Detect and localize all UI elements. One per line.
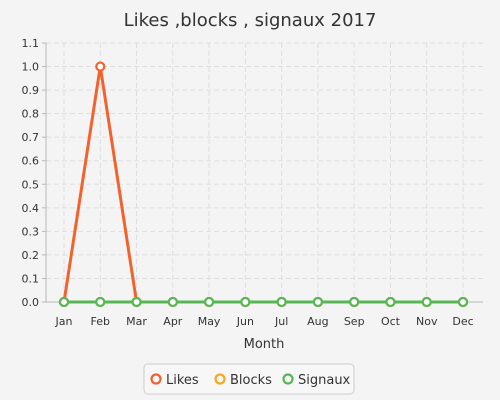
legend-marker (214, 373, 226, 385)
data-point[interactable] (421, 296, 432, 308)
chart-title: Likes ,blocks , signaux 2017 (124, 10, 377, 31)
data-point[interactable] (457, 296, 469, 308)
data-point[interactable] (276, 296, 287, 308)
legend-item-blocks[interactable]: Blocks (214, 373, 273, 388)
x-tick-label: Jul (274, 315, 288, 328)
y-tick-labels: 0.0 0.1 0.2 0.3 0.4 0.5 0.6 0.7 0.8 0.9 1.0 1.1 (22, 37, 46, 309)
x-tick-label: Nov (416, 315, 438, 328)
y-tick-label: 0.5 (22, 178, 40, 191)
data-point[interactable] (131, 296, 142, 308)
data-point[interactable] (95, 296, 106, 308)
y-tick-label: 0.4 (22, 202, 40, 215)
y-tick-label: 0.0 (22, 296, 40, 309)
x-axis-label: Month (244, 337, 285, 352)
y-tick-label: 0.8 (22, 108, 40, 121)
legend-label: Blocks (230, 373, 272, 388)
series (58, 61, 469, 308)
x-tick-label: Dec (452, 315, 473, 328)
legend-marker (282, 373, 294, 385)
data-point[interactable] (312, 296, 324, 308)
axes (45, 43, 483, 303)
legend-item-likes[interactable]: Likes (150, 373, 199, 388)
legend-label: Signaux (298, 373, 351, 388)
x-tick-label: Feb (91, 315, 110, 328)
data-point[interactable] (240, 296, 251, 308)
data-point[interactable] (349, 296, 360, 308)
legend-item-signaux[interactable]: Signaux (282, 373, 351, 388)
y-tick-label: 0.9 (22, 84, 40, 97)
x-tick-label: Aug (307, 315, 328, 328)
legend: Likes Blocks Signaux (143, 363, 355, 395)
x-tick-label: Oct (381, 315, 401, 328)
x-tick-label: May (198, 315, 221, 328)
x-tick-labels: Jan Feb Mar Apr May Jun Jul Aug Sep Oct Nov Dec (55, 302, 474, 328)
x-tick-label: Jan (55, 315, 73, 328)
x-tick-label: Jun (236, 315, 254, 328)
data-point[interactable] (203, 296, 215, 308)
data-point[interactable] (95, 61, 106, 72)
legend-label: Likes (166, 373, 199, 388)
legend-marker (150, 373, 162, 385)
y-tick-label: 0.7 (22, 131, 40, 144)
x-tick-label: Sep (344, 315, 365, 328)
y-tick-label: 0.2 (22, 249, 40, 262)
y-tick-label: 0.1 (22, 272, 40, 285)
x-tick-label: Apr (163, 315, 183, 328)
data-point[interactable] (167, 296, 178, 308)
y-tick-label: 1.0 (22, 61, 40, 74)
y-tick-label: 1.1 (22, 37, 40, 50)
data-point[interactable] (58, 296, 70, 308)
grid (46, 42, 483, 302)
y-tick-label: 0.6 (22, 155, 40, 168)
series-signaux (58, 296, 469, 308)
legend-box (143, 363, 355, 395)
y-tick-label: 0.3 (22, 225, 40, 238)
data-point[interactable] (385, 296, 396, 308)
x-tick-label: Mar (126, 315, 147, 328)
